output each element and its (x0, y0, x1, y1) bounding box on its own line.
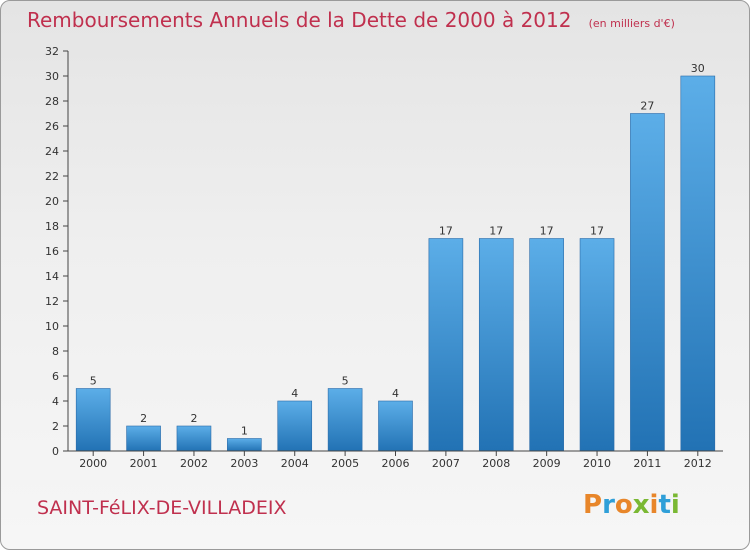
x-tick-label-2002: 2002 (180, 457, 208, 470)
x-tick-label-2008: 2008 (482, 457, 510, 470)
data-label-2010: 17 (590, 225, 604, 238)
data-label-2012: 30 (691, 62, 705, 75)
data-label-2009: 17 (540, 225, 554, 238)
bar-2005 (327, 388, 363, 452)
data-label-2003: 1 (241, 425, 248, 438)
logo-letter: t (658, 490, 671, 520)
bar-2006 (378, 400, 413, 452)
y-tick-label: 10 (45, 320, 59, 333)
bar-2012 (680, 75, 716, 452)
x-tick-label-2012: 2012 (684, 457, 712, 470)
y-tick-label: 16 (45, 245, 59, 258)
y-tick-label: 22 (45, 170, 59, 183)
x-tick-label-2009: 2009 (533, 457, 561, 470)
proxiti-logo: Proxiti (583, 490, 680, 520)
y-tick-label: 20 (45, 195, 59, 208)
data-label-2006: 4 (392, 387, 399, 400)
title-line: Remboursements Annuels de la Dette de 20… (27, 8, 675, 32)
data-label-2007: 17 (439, 225, 453, 238)
y-tick-label: 0 (52, 445, 59, 458)
logo-letter: P (583, 490, 603, 520)
x-tick-label-2000: 2000 (79, 457, 107, 470)
bar-2001 (126, 425, 161, 452)
data-label-2011: 27 (640, 100, 654, 113)
logo-letter: x (632, 490, 650, 520)
y-tick-label: 28 (45, 95, 59, 108)
y-tick-label: 8 (52, 345, 59, 358)
y-tick-label: 18 (45, 220, 59, 233)
chart-subtitle: (en milliers d'€) (588, 17, 675, 30)
data-label-2008: 17 (489, 225, 503, 238)
bar-2003 (227, 438, 262, 452)
data-label-2005: 5 (342, 375, 349, 388)
logo-letter: i (649, 490, 659, 520)
data-label-2004: 4 (291, 387, 298, 400)
data-label-2000: 5 (90, 375, 97, 388)
y-tick-label: 32 (45, 45, 59, 58)
y-tick-label: 4 (52, 395, 59, 408)
chart-title: Remboursements Annuels de la Dette de 20… (27, 8, 572, 32)
y-tick-label: 26 (45, 120, 59, 133)
data-label-2001: 2 (140, 412, 147, 425)
y-tick-label: 6 (52, 370, 59, 383)
x-tick-label-2003: 2003 (230, 457, 258, 470)
y-tick-label: 14 (45, 270, 59, 283)
bar-2008 (478, 238, 514, 452)
bar-2009 (529, 238, 564, 452)
bar-2002 (176, 425, 212, 452)
bar-2011 (630, 113, 665, 452)
place-name: SAINT-FéLIX-DE-VILLADEIX (37, 497, 287, 519)
y-tick-label: 2 (52, 420, 59, 433)
bar-2007 (428, 238, 464, 452)
bar-2010 (579, 238, 615, 452)
y-tick-label: 24 (45, 145, 59, 158)
x-tick-label-2001: 2001 (130, 457, 158, 470)
y-tick-label: 30 (45, 70, 59, 83)
y-tick-label: 12 (45, 295, 59, 308)
bar-2000 (75, 388, 111, 452)
logo-letter: i (670, 490, 680, 520)
x-tick-label-2011: 2011 (633, 457, 661, 470)
logo-letter: o (614, 490, 633, 520)
logo-letter: r (602, 490, 615, 520)
x-tick-label-2010: 2010 (583, 457, 611, 470)
x-tick-label-2007: 2007 (432, 457, 460, 470)
x-tick-label-2006: 2006 (382, 457, 410, 470)
bar-2004 (277, 400, 313, 452)
data-label-2002: 2 (190, 412, 197, 425)
x-tick-label-2004: 2004 (281, 457, 309, 470)
x-tick-label-2005: 2005 (331, 457, 359, 470)
